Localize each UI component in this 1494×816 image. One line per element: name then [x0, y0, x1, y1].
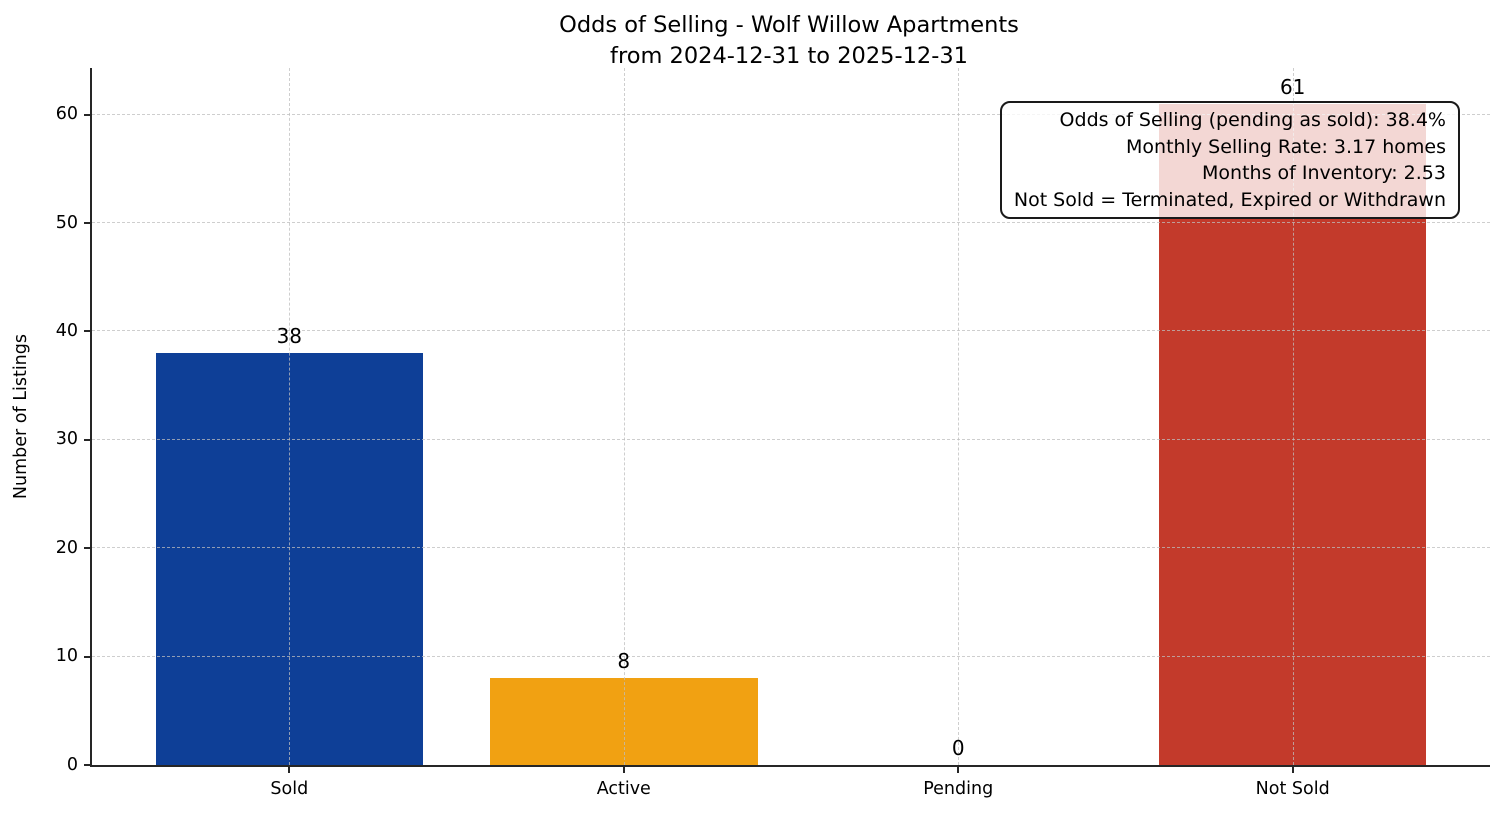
- plot-area: Odds of Selling (pending as sold): 38.4%…: [56, 68, 1490, 799]
- bar-sold: [155, 353, 424, 765]
- y-tick-label-50: 50: [55, 212, 78, 233]
- annotation-line: Monthly Selling Rate: 3.17 homes: [1126, 135, 1446, 158]
- y-tick-label-10: 10: [55, 645, 78, 666]
- y-tick-0: [84, 764, 92, 766]
- x-tick-active: [622, 765, 625, 773]
- bar-value-label-not-sold: 61: [1279, 74, 1306, 99]
- y-axis-label: Number of Listings: [11, 333, 31, 500]
- y-tick-20: [84, 547, 92, 550]
- y-tick-label-40: 40: [55, 320, 78, 341]
- annotation-line: Odds of Selling (pending as sold): 38.4%: [1059, 109, 1446, 131]
- x-tick-label-pending: Pending: [923, 779, 994, 799]
- bar-value-label-pending: 0: [951, 736, 965, 760]
- annotation-box: Odds of Selling (pending as sold): 38.4%…: [999, 101, 1460, 219]
- x-tick-pending: [957, 765, 960, 773]
- chart-subtitle: from 2024-12-31 to 2025-12-31: [610, 43, 968, 69]
- y-tick-60: [84, 113, 92, 116]
- x-tick-sold: [288, 765, 291, 773]
- chart-title-block: Odds of Selling - Wolf Willow Apartments…: [90, 10, 1488, 72]
- y-tick-label-0: 0: [66, 754, 78, 775]
- chart-title: Odds of Selling - Wolf Willow Apartments: [559, 12, 1019, 38]
- y-axis-label-wrap: Number of Listings: [4, 68, 38, 765]
- bar-active: [489, 678, 758, 765]
- annotation-line: Months of Inventory: 2.53: [1202, 162, 1446, 184]
- y-tick-40: [84, 330, 92, 333]
- y-tick-10: [84, 655, 92, 658]
- bar-value-label-sold: 38: [276, 324, 303, 349]
- y-tick-label-60: 60: [55, 103, 78, 124]
- x-tick-label-sold: Sold: [270, 779, 309, 799]
- y-tick-label-30: 30: [55, 429, 78, 450]
- x-tick-not-sold: [1291, 765, 1294, 773]
- annotation-line: Not Sold = Terminated, Expired or Withdr…: [1013, 188, 1446, 211]
- y-tick-50: [84, 222, 92, 225]
- y-tick-30: [84, 438, 92, 441]
- y-tick-label-20: 20: [55, 537, 78, 558]
- x-tick-label-not-sold: Not Sold: [1255, 779, 1330, 799]
- x-tick-label-active: Active: [596, 779, 651, 799]
- bar-value-label-active: 8: [617, 649, 631, 674]
- gridline-x-pending: [958, 68, 960, 765]
